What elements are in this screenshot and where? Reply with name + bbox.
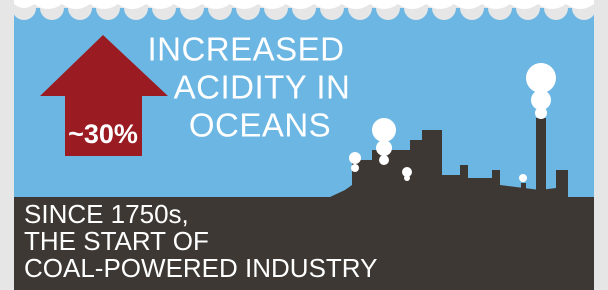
- caption-line: COAL-POWERED INDUSTRY: [24, 253, 377, 283]
- headline-line: OCEANS: [189, 107, 331, 144]
- infographic: ~30% INCREASED ACIDITY IN OCEANS SINCE 1…: [0, 0, 608, 290]
- page: ~30% INCREASED ACIDITY IN OCEANS SINCE 1…: [0, 0, 608, 290]
- caption-line: THE START OF: [24, 226, 209, 256]
- caption-line: SINCE 1750s,: [24, 199, 189, 229]
- headline-line: INCREASED: [147, 31, 344, 68]
- headline-line: ACIDITY IN: [174, 69, 351, 106]
- arrow-label: ~30%: [68, 119, 138, 149]
